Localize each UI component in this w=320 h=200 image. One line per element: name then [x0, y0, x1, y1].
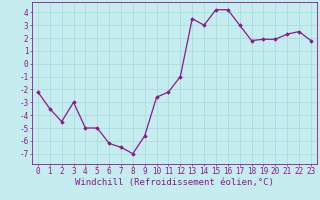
- X-axis label: Windchill (Refroidissement éolien,°C): Windchill (Refroidissement éolien,°C): [75, 178, 274, 187]
